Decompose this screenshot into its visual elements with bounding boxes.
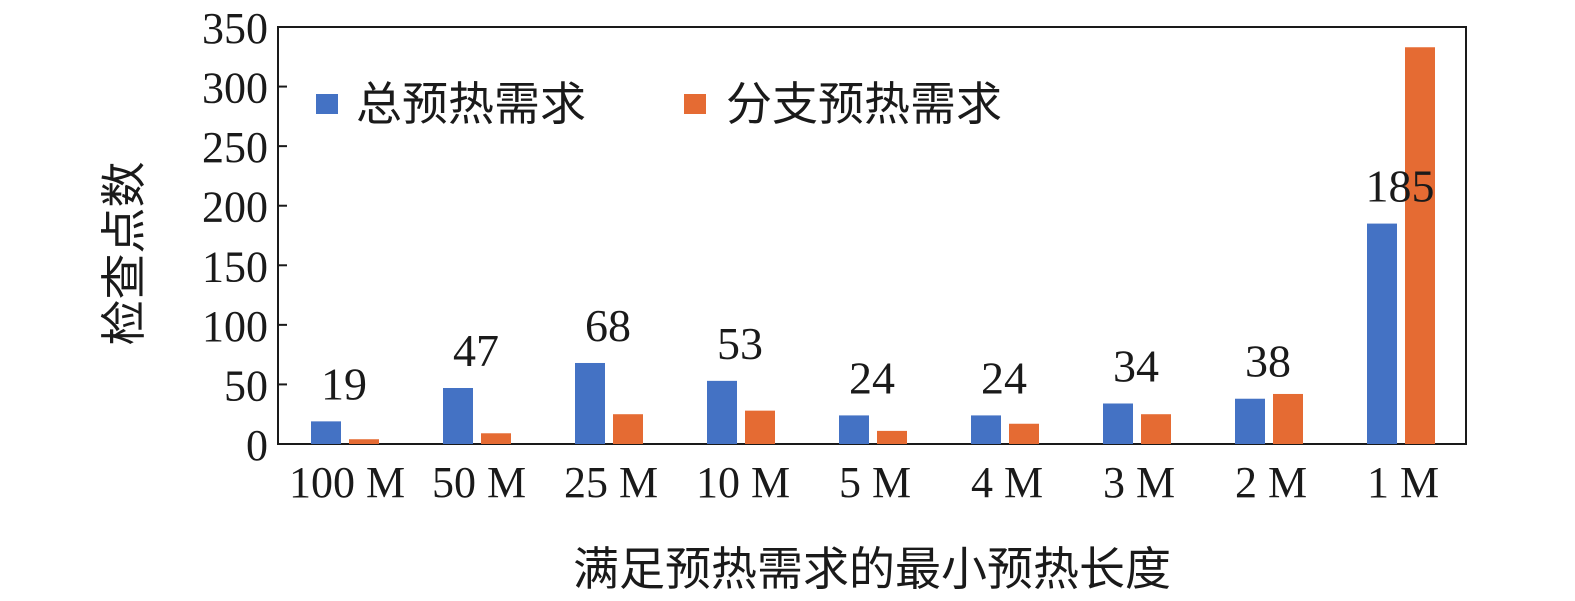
plot-frame [277,26,1467,445]
x-tick-label: 5 M [839,458,911,507]
legend-label-branch: 分支预热需求 [726,79,1002,130]
data-label: 68 [585,300,631,351]
bar-branch-preheat [1405,47,1435,445]
y-axis-title: 检查点数 [99,162,150,346]
x-tick-label: 100 M [289,458,405,507]
data-label: 53 [717,318,763,369]
bar-total-preheat [443,388,473,444]
bar-total-preheat [311,421,341,444]
y-tick-label: 100 [202,302,268,351]
bar-total-preheat [1235,398,1265,444]
y-tick-label: 200 [202,183,268,232]
legend-label-total: 总预热需求 [356,79,586,130]
bar-total-preheat [707,380,737,444]
x-tick-label: 1 M [1367,458,1439,507]
x-tick-label: 2 M [1235,458,1307,507]
data-label: 38 [1245,336,1291,387]
bar-branch-preheat [877,430,907,444]
x-tick-label: 10 M [696,458,790,507]
data-label: 185 [1366,161,1435,212]
bar-total-preheat [971,415,1001,444]
y-tick-label: 150 [202,242,268,291]
legend-swatch-total [316,94,338,114]
bar-total-preheat [1367,223,1397,444]
y-tick-label: 250 [202,123,268,172]
plot-area: 0 50 100 150 200 250 300 350 19 100 M 47 50 M 68 25 M… [99,4,1467,595]
y-tick-label: 350 [202,4,268,53]
y-tick-label: 300 [202,64,268,113]
y-tick-label: 0 [246,421,268,470]
legend-swatch-branch [684,94,706,114]
data-label: 47 [453,325,499,376]
bar-branch-preheat [745,410,775,444]
data-label: 24 [981,352,1027,403]
x-tick-label: 4 M [971,458,1043,507]
y-tick-label: 50 [224,361,268,410]
bar-total-preheat [839,415,869,444]
data-label: 19 [321,358,367,409]
x-axis-title: 满足预热需求的最小预热长度 [573,544,1171,595]
legend: 总预热需求 分支预热需求 [316,79,1002,130]
bar-branch-preheat [1009,423,1039,444]
bar-branch-preheat [481,433,511,444]
bar-branch-preheat [613,414,643,444]
x-tick-label: 25 M [564,458,658,507]
bar-branch-preheat [349,439,379,444]
bar-total-preheat [575,362,605,444]
bar-total-preheat [1103,403,1133,444]
x-tick-label: 50 M [432,458,526,507]
x-tick-label: 3 M [1103,458,1175,507]
bar-branch-preheat [1141,414,1171,444]
data-label: 24 [849,352,895,403]
data-label: 34 [1113,340,1159,391]
bar-branch-preheat [1273,393,1303,444]
